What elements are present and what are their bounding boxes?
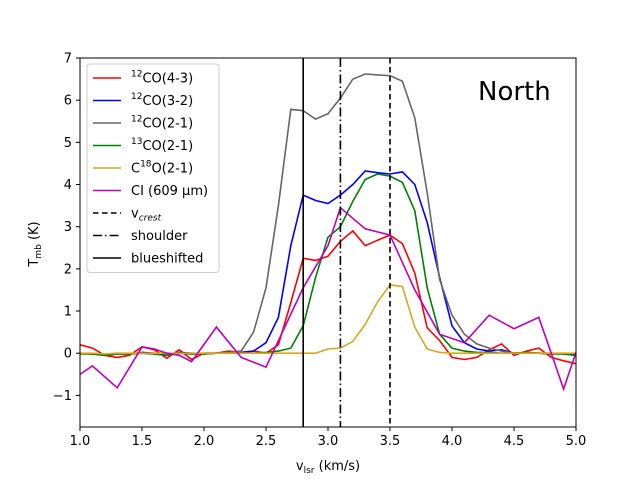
y-tick-label: 5 [64,136,72,151]
legend-entry-series-5: CI (609 μm) [131,184,208,199]
x-tick-label: 2.5 [256,434,277,449]
x-tick-label: 5.0 [566,434,587,449]
y-tick-label: 3 [64,220,72,235]
legend-entry-series-3: 13CO(2-1) [131,137,193,154]
legend-entry-series-2: 12CO(2-1) [131,115,193,132]
y-tick-label: 6 [64,94,72,109]
y-tick-label: 4 [64,178,72,193]
legend-entry-solid: blueshifted [131,252,203,267]
x-tick-label: 1.5 [132,434,153,449]
region-label: North [478,77,551,107]
y-tick-label: 2 [64,262,72,277]
x-tick-label: 1.0 [70,434,91,449]
legend-entry-series-4: C18O(2-1) [131,160,193,177]
legend: 12CO(4-3) 12CO(3-2) 12CO(2-1) 13CO(2-1) C18O… [86,63,220,273]
legend-entry-series-0: 12CO(4-3) [131,70,193,87]
y-tick-label: 7 [64,52,72,67]
x-tick-label: 3.0 [318,434,339,449]
series-line-5 [80,206,576,392]
axes: 1.0 1.5 2.0 2.5 3.0 3.5 4.0 4.5 5.0 −1 0 1 2 3 4 5 6 7 [53,52,587,450]
legend-entry-dashdot: shoulder [131,229,188,244]
x-tick-label: 3.5 [380,434,401,449]
y-axis-label: Tmb (K) [27,221,44,267]
legend-entry-series-1: 12CO(3-2) [131,92,193,109]
x-axis-label: vlsr (km/s) [296,459,360,476]
y-tick-label: 0 [64,347,72,362]
legend-box [86,63,220,273]
x-tick-label: 4.5 [504,434,525,449]
x-tick-label: 2.0 [194,434,215,449]
y-tick-label: 1 [64,305,72,320]
legend-entry-dashed: vcrest [131,207,162,224]
x-tick-label: 4.0 [442,434,463,449]
y-tick-label: −1 [53,389,72,404]
series-line-4 [80,284,576,355]
plot-area [80,58,576,427]
